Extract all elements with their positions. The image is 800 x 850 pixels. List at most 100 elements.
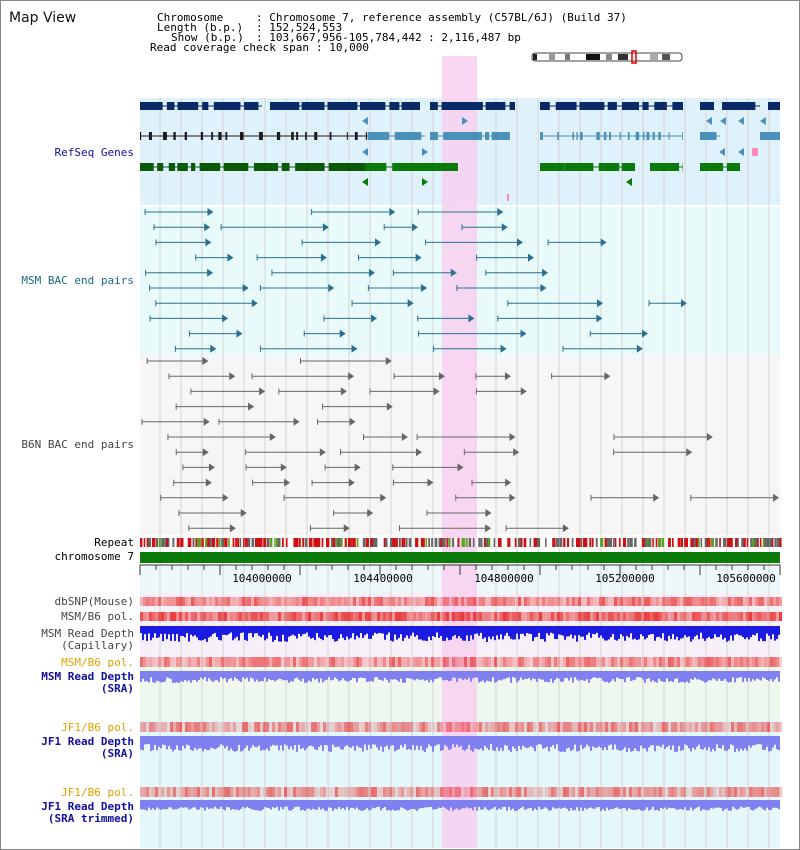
repeat-element: [259, 538, 263, 547]
depth-bar: [210, 800, 212, 809]
depth-bar: [526, 800, 528, 809]
chromosome-bar: [140, 552, 780, 563]
heat-cell: [644, 612, 647, 621]
heat-cell: [518, 597, 521, 606]
heat-cell: [485, 722, 488, 732]
depth-bar: [766, 626, 768, 634]
heat-cell: [515, 787, 518, 797]
depth-bar: [602, 671, 604, 681]
heat-cell: [311, 722, 314, 732]
heat-cell: [245, 612, 248, 621]
depth-bar: [254, 626, 256, 634]
heat-cell: [770, 657, 773, 667]
ideogram-band: [606, 54, 612, 60]
heat-cell: [650, 612, 653, 621]
depth-bar: [636, 736, 638, 751]
depth-bar: [472, 736, 474, 752]
heat-cell: [542, 597, 545, 606]
heat-cell: [716, 657, 719, 667]
depth-bar: [282, 800, 284, 810]
heat-cell: [236, 722, 239, 732]
depth-bar: [370, 671, 372, 682]
heat-cell: [599, 657, 602, 667]
heat-cell: [710, 722, 713, 732]
heat-cell: [221, 787, 224, 797]
bac-end: [380, 493, 387, 502]
depth-bar: [190, 626, 192, 635]
depth-bar: [520, 800, 522, 809]
heat-cell: [743, 722, 746, 732]
depth-bar: [496, 626, 498, 636]
repeat-element: [540, 538, 544, 547]
repeat-element: [457, 538, 460, 547]
heat-cell: [347, 722, 350, 732]
depth-bar: [736, 671, 738, 679]
heat-cell: [323, 657, 326, 667]
depth-bar: [250, 800, 252, 810]
depth-bar: [198, 671, 200, 680]
depth-bar: [506, 626, 508, 633]
depth-bar: [474, 626, 476, 634]
heat-cell: [455, 612, 458, 621]
heat-cell: [206, 657, 209, 667]
heat-cell: [575, 597, 578, 606]
depth-bar: [486, 736, 488, 748]
bac-end: [501, 223, 508, 232]
depth-bar: [318, 800, 320, 808]
depth-bar: [266, 626, 268, 639]
depth-bar: [646, 671, 648, 679]
depth-bar: [744, 736, 746, 749]
depth-bar: [198, 626, 200, 641]
gene-exon: [291, 132, 294, 140]
repeat-element: [403, 538, 406, 547]
depth-bar: [298, 800, 300, 807]
depth-bar: [212, 671, 214, 683]
heat-cell: [758, 787, 761, 797]
depth-bar: [348, 671, 350, 682]
heat-cell: [485, 787, 488, 797]
heat-cell: [671, 722, 674, 732]
gene-exon: [389, 102, 400, 110]
heat-cell: [629, 787, 632, 797]
depth-bar: [624, 736, 626, 748]
heat-cell: [713, 787, 716, 797]
heat-cell: [380, 657, 383, 667]
depth-bar: [326, 671, 328, 680]
depth-bar: [740, 800, 742, 807]
repeat-element: [729, 538, 733, 547]
gene-exon: [643, 132, 645, 140]
depth-bar: [542, 800, 544, 809]
heat-cell: [458, 597, 461, 606]
heat-cell: [299, 722, 302, 732]
depth-bar: [736, 800, 738, 810]
depth-bar: [732, 736, 734, 746]
depth-bar: [486, 671, 488, 681]
depth-bar: [164, 800, 166, 810]
depth-bar: [776, 800, 778, 808]
heat-cell: [341, 787, 344, 797]
heat-cell: [173, 722, 176, 732]
depth-bar: [426, 736, 428, 749]
heat-cell: [449, 597, 452, 606]
depth-bar: [244, 800, 246, 809]
depth-bar: [640, 800, 642, 811]
heat-cell: [710, 657, 713, 667]
heat-cell: [653, 612, 656, 621]
heat-cell: [329, 597, 332, 606]
depth-bar: [370, 626, 372, 639]
depth-bar: [252, 800, 254, 810]
heat-cell: [416, 722, 419, 732]
heat-cell: [587, 612, 590, 621]
depth-bar: [174, 800, 176, 810]
heat-cell: [431, 722, 434, 732]
depth-bar: [466, 736, 468, 749]
depth-bar: [704, 736, 706, 748]
heat-cell: [560, 612, 563, 621]
heat-cell: [497, 597, 500, 606]
heat-cell: [185, 597, 188, 606]
depth-bar: [720, 671, 722, 681]
depth-bar: [702, 626, 704, 639]
depth-bar: [762, 736, 764, 750]
heat-cell: [617, 612, 620, 621]
